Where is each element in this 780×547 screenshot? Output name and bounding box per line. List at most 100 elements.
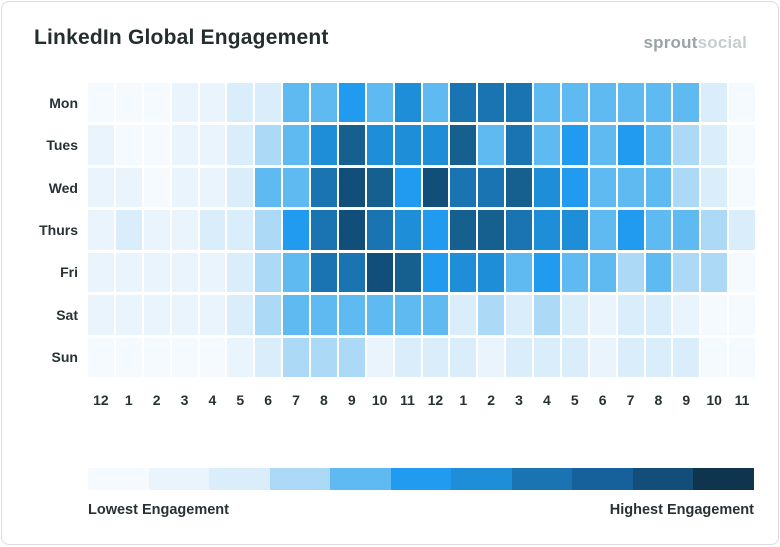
heatmap-cell bbox=[255, 210, 282, 250]
heatmap-cell bbox=[701, 210, 728, 250]
heatmap-cell bbox=[506, 167, 532, 208]
heatmap-cell bbox=[534, 337, 560, 377]
heatmap-cell bbox=[478, 125, 505, 165]
heatmap-cell bbox=[115, 125, 142, 165]
legend-swatch bbox=[330, 468, 391, 490]
column-label: 5 bbox=[236, 392, 245, 408]
heatmap-cell bbox=[701, 125, 728, 165]
y-axis-labels: Mon Tues Wed Thurs Fri Sat Sun bbox=[2, 83, 78, 377]
heatmap-cell bbox=[143, 252, 170, 293]
heatmap-cell bbox=[394, 210, 421, 250]
page-title: LinkedIn Global Engagement bbox=[34, 26, 329, 49]
heatmap-cell bbox=[366, 125, 393, 165]
column-label: 1 bbox=[124, 392, 133, 408]
x-axis-labels: 12 1 2 3 4 5 6 7 8 9 10 11 12 1 2 3 4 5 6 7 8 9 10 11 bbox=[88, 390, 755, 410]
heatmap-cell bbox=[478, 337, 505, 377]
heatmap-cell bbox=[366, 337, 393, 377]
heatmap-cell bbox=[338, 252, 365, 293]
heatmap-cell bbox=[199, 252, 226, 293]
heatmap-grid bbox=[88, 83, 755, 377]
column-label: 2 bbox=[152, 392, 161, 408]
column-label: 11 bbox=[734, 392, 750, 408]
heatmap-cell bbox=[534, 83, 560, 123]
heatmap-cell bbox=[478, 210, 505, 250]
heatmap-cell bbox=[311, 210, 337, 250]
heatmap-cell bbox=[88, 210, 114, 250]
heatmap-cell bbox=[338, 83, 365, 123]
heatmap-cell bbox=[478, 83, 505, 123]
row-label-tues: Tues bbox=[46, 137, 78, 154]
heatmap-cell bbox=[394, 125, 421, 165]
heatmap-cell bbox=[283, 337, 309, 377]
heatmap-cell bbox=[450, 337, 477, 377]
heatmap-cell bbox=[450, 167, 477, 208]
heatmap-cell bbox=[729, 210, 755, 250]
heatmap-cell bbox=[338, 337, 365, 377]
legend-swatch bbox=[390, 468, 452, 490]
heatmap-cell bbox=[450, 210, 477, 250]
logo-sprout-text: sprout bbox=[643, 33, 698, 52]
heatmap-cell bbox=[534, 295, 560, 335]
heatmap-cell bbox=[478, 167, 505, 208]
heatmap-cell bbox=[199, 295, 226, 335]
row-label-sun: Sun bbox=[51, 349, 78, 366]
heatmap-cell bbox=[171, 337, 198, 377]
heatmap-cell bbox=[450, 252, 477, 293]
column-label: 9 bbox=[682, 392, 691, 408]
heatmap-cell bbox=[645, 125, 672, 165]
heatmap-cell bbox=[534, 167, 560, 208]
heatmap-cell bbox=[645, 83, 672, 123]
heatmap-cell bbox=[422, 125, 449, 165]
heatmap-cell bbox=[171, 125, 198, 165]
heatmap-cell bbox=[394, 295, 421, 335]
heatmap-cell bbox=[422, 210, 449, 250]
heatmap-cell bbox=[115, 210, 142, 250]
heatmap-cell bbox=[561, 167, 588, 208]
heatmap-cell bbox=[88, 252, 114, 293]
column-label: 10 bbox=[371, 392, 388, 408]
legend-min-label: Lowest Engagement bbox=[88, 502, 229, 518]
heatmap-cell bbox=[311, 337, 337, 377]
legend-labels: Lowest Engagement Highest Engagement bbox=[88, 502, 754, 518]
legend-gradient bbox=[88, 468, 755, 490]
heatmap-cell bbox=[561, 125, 588, 165]
column-label: 3 bbox=[180, 392, 189, 408]
heatmap-cell bbox=[227, 125, 254, 165]
heatmap-cell bbox=[617, 337, 644, 377]
legend-swatch bbox=[572, 468, 633, 490]
heatmap-cell bbox=[561, 83, 588, 123]
column-label: 4 bbox=[208, 392, 217, 408]
heatmap-cell bbox=[143, 167, 170, 208]
heatmap-cell bbox=[199, 125, 226, 165]
heatmap-cell bbox=[283, 125, 309, 165]
heatmap-cell bbox=[422, 295, 449, 335]
heatmap-cell bbox=[673, 295, 700, 335]
column-label: 4 bbox=[543, 392, 551, 408]
heatmap-cell bbox=[673, 167, 700, 208]
heatmap-cell bbox=[506, 210, 532, 250]
heatmap-cell bbox=[143, 337, 170, 377]
heatmap-cell bbox=[227, 210, 254, 250]
heatmap-cell bbox=[171, 252, 198, 293]
heatmap-cell bbox=[617, 83, 644, 123]
heatmap-cell bbox=[729, 337, 755, 377]
column-label: 6 bbox=[598, 392, 607, 408]
heatmap-cell bbox=[394, 167, 421, 208]
heatmap-cell bbox=[366, 295, 393, 335]
column-label: 10 bbox=[706, 392, 722, 408]
heatmap-cell bbox=[589, 252, 616, 293]
heatmap-cell bbox=[338, 125, 365, 165]
heatmap-cell bbox=[589, 125, 616, 165]
heatmap-cell bbox=[729, 252, 755, 293]
heatmap-cell bbox=[450, 83, 477, 123]
logo-social-text: social bbox=[697, 33, 747, 52]
column-label: 7 bbox=[292, 392, 300, 408]
heatmap-cell bbox=[255, 83, 282, 123]
heatmap-cell bbox=[88, 167, 114, 208]
heatmap-cell bbox=[255, 337, 282, 377]
heatmap-cell bbox=[701, 252, 728, 293]
heatmap-cell bbox=[422, 83, 449, 123]
legend-swatch bbox=[693, 468, 755, 490]
heatmap-cell bbox=[506, 83, 532, 123]
column-label: 8 bbox=[320, 392, 328, 408]
